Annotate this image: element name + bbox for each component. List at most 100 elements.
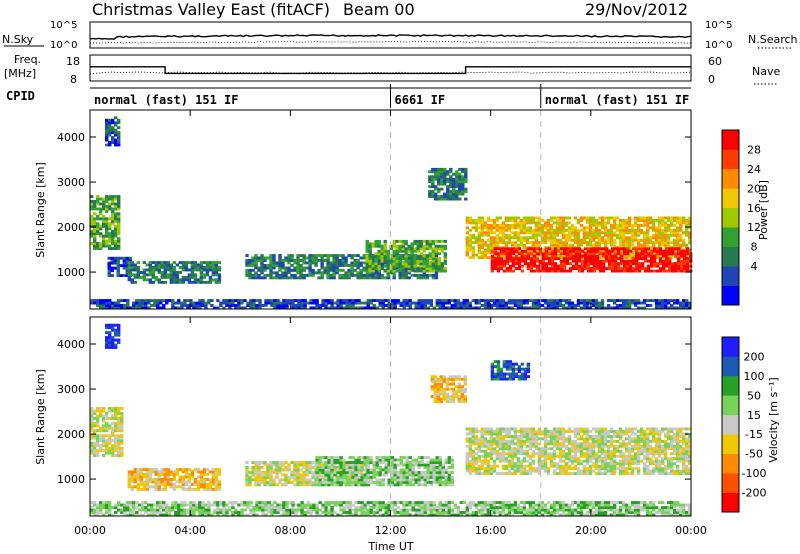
heatmap-cell (330, 461, 334, 464)
heatmap-cell (556, 267, 561, 270)
heatmap-cell (597, 304, 602, 307)
heatmap-cell (501, 228, 506, 232)
heatmap-cell (621, 304, 626, 307)
heatmap-cell (99, 414, 103, 418)
heatmap-cell (351, 301, 355, 305)
heatmap-cell (381, 461, 385, 464)
heatmap-cell (214, 482, 219, 486)
heatmap-cell (582, 299, 587, 302)
heatmap-cell (266, 273, 270, 277)
heatmap-cell (139, 475, 143, 479)
heatmap-cell (330, 463, 334, 467)
heatmap-cell (501, 223, 506, 227)
heatmap-cell (429, 468, 433, 472)
heatmap-cell (513, 219, 518, 222)
heatmap-cell (610, 254, 615, 258)
heatmap-cell (336, 304, 340, 307)
heatmap-cell (111, 429, 115, 433)
heatmap-cell (299, 254, 303, 257)
heatmap-cell (90, 441, 94, 445)
heatmap-cell (565, 249, 570, 253)
heatmap-cell (668, 257, 672, 261)
heatmap-cell (434, 185, 438, 189)
heatmap-cell (263, 461, 267, 464)
heatmap-cell (615, 304, 620, 307)
heatmap-cell (657, 233, 662, 237)
heatmap-cell (108, 446, 112, 450)
heatmap-cell (665, 264, 669, 268)
heatmap-cell (637, 257, 642, 261)
heatmap-cell (90, 195, 94, 198)
heatmap-cell (492, 301, 497, 305)
heatmap-cell (269, 463, 273, 467)
heatmap-cell (208, 487, 213, 491)
heatmap-cell (122, 274, 126, 277)
heatmap-cell (354, 475, 358, 479)
heatmap-cell (290, 461, 294, 464)
heatmap-cell (192, 306, 196, 310)
heatmap-cell (117, 451, 121, 455)
heatmap-cell (519, 304, 524, 307)
heatmap-cell (166, 470, 170, 474)
heatmap-cell (392, 267, 396, 270)
heatmap-cell (441, 468, 445, 472)
heatmap-cell (444, 483, 448, 487)
heatmap-cell (317, 254, 321, 257)
heatmap-cell (333, 456, 337, 459)
heatmap-cell (601, 267, 606, 270)
heatmap-cell (199, 470, 204, 474)
heatmap-cell (208, 482, 213, 486)
noise-search-trace (89, 40, 692, 44)
heatmap-cell (269, 261, 273, 265)
heatmap-cell (273, 304, 277, 307)
heatmap-cell (489, 299, 494, 302)
heatmap-cell (321, 456, 325, 459)
heatmap-cell (480, 432, 484, 436)
heatmap-cell (677, 269, 681, 273)
heatmap-cell (501, 226, 506, 230)
heatmap-cell (405, 483, 409, 487)
heatmap-cell (553, 262, 558, 266)
heatmap-cell (254, 480, 258, 484)
heatmap-cell (123, 304, 127, 307)
heatmap-cell (594, 233, 599, 237)
heatmap-cell (486, 301, 491, 305)
heatmap-cell (114, 227, 118, 231)
heatmap-cell (434, 175, 438, 179)
heatmap-cell (105, 451, 109, 455)
heatmap-cell (363, 473, 367, 477)
heatmap-cell (474, 437, 478, 441)
heatmap-cell (309, 306, 313, 310)
heatmap-cell (384, 466, 388, 469)
heatmap-cell (326, 261, 330, 265)
heatmap-cell (480, 427, 484, 431)
heatmap-cell (437, 269, 441, 273)
heatmap-cell (245, 461, 249, 464)
heatmap-cell (531, 299, 536, 302)
heatmap-cell (648, 241, 653, 245)
heatmap-cell (480, 464, 484, 468)
heatmap-cell (495, 442, 500, 446)
heatmap-cell (308, 264, 312, 267)
heatmap-cell (567, 228, 572, 232)
heatmap-cell (452, 190, 456, 193)
heatmap-cell (278, 259, 282, 262)
heatmap-cell (471, 435, 475, 438)
heatmap-cell (390, 471, 394, 474)
heatmap-cell (655, 264, 660, 268)
heatmap-cell (90, 419, 94, 423)
heatmap-cell (315, 306, 319, 310)
heatmap-cell (120, 304, 124, 307)
heatmap-cell (449, 180, 453, 184)
heatmap-cell (272, 261, 276, 265)
heatmap-cell (537, 299, 542, 302)
heatmap-cell (105, 304, 109, 307)
heatmap-cell (371, 267, 375, 270)
heatmap-cell (324, 475, 328, 479)
heatmap-cell (219, 304, 223, 307)
heatmap-cell (432, 475, 436, 479)
heatmap-cell (594, 241, 599, 245)
heatmap-cell (490, 254, 495, 258)
heatmap-cell (356, 261, 360, 265)
heatmap-cell (260, 466, 264, 469)
